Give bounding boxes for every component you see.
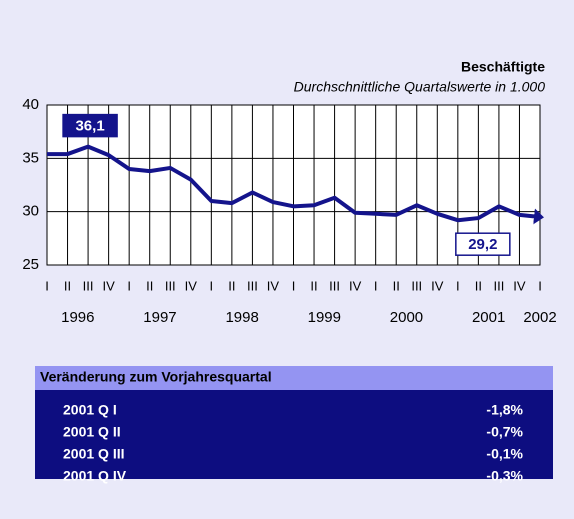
y-tick-label: 40 bbox=[22, 96, 39, 113]
year-label: 1999 bbox=[308, 309, 341, 326]
x-tick-label: I bbox=[456, 278, 460, 293]
x-tick-label: II bbox=[228, 278, 235, 293]
value-label: 36,1 bbox=[75, 118, 104, 135]
row-value: -0,3% bbox=[486, 468, 523, 484]
row-label: 2001 Q III bbox=[63, 446, 124, 462]
value-label-box bbox=[455, 232, 511, 256]
x-tick-label: I bbox=[538, 278, 542, 293]
row-label: 2001 Q II bbox=[63, 424, 121, 440]
line bbox=[47, 144, 544, 225]
table-body-bg bbox=[35, 390, 553, 479]
x-tick-label: II bbox=[475, 278, 482, 293]
value-label-box bbox=[62, 113, 118, 138]
year-label: 2001 bbox=[472, 309, 505, 326]
table-header: Veränderung zum Vorjahresquartal bbox=[40, 369, 272, 385]
x-tick-label: I bbox=[210, 278, 214, 293]
x-tick-label: I bbox=[292, 278, 296, 293]
chart-title: Beschäftigte bbox=[461, 59, 545, 75]
y-tick-label: 35 bbox=[22, 149, 39, 166]
x-tick-label: III bbox=[493, 278, 504, 293]
year-label: 2000 bbox=[390, 309, 423, 326]
row-label: 2001 Q IV bbox=[63, 468, 127, 484]
x-tick-label: II bbox=[310, 278, 317, 293]
x-tick-label: II bbox=[64, 278, 71, 293]
x-tick-label: IV bbox=[349, 278, 362, 293]
y-tick-label: 25 bbox=[22, 256, 39, 273]
x-tick-label: II bbox=[146, 278, 153, 293]
year-label: 1998 bbox=[225, 309, 258, 326]
row-value: -0,1% bbox=[486, 446, 523, 462]
y-tick-label: 30 bbox=[22, 203, 39, 220]
row-value: -1,8% bbox=[486, 402, 523, 418]
x-tick-label: IV bbox=[267, 278, 280, 293]
x-tick-label: I bbox=[127, 278, 131, 293]
x-tick-label: IV bbox=[431, 278, 444, 293]
row-label: 2001 Q I bbox=[63, 402, 117, 418]
x-tick-label: I bbox=[374, 278, 378, 293]
x-tick-label: IV bbox=[513, 278, 526, 293]
x-tick-label: III bbox=[165, 278, 176, 293]
x-tick-label: IV bbox=[102, 278, 115, 293]
x-tick-label: II bbox=[393, 278, 400, 293]
x-tick-label: III bbox=[247, 278, 258, 293]
x-tick-label: I bbox=[45, 278, 49, 293]
year-label: 1996 bbox=[61, 309, 94, 326]
x-tick-label: III bbox=[411, 278, 422, 293]
x-tick-label: IV bbox=[185, 278, 198, 293]
value-label: 29,2 bbox=[468, 236, 497, 253]
chart-subtitle: Durchschnittliche Quartalswerte in 1.000 bbox=[294, 79, 546, 95]
x-tick-label: III bbox=[83, 278, 94, 293]
table-header-bg bbox=[35, 366, 553, 390]
year-label: 1997 bbox=[143, 309, 176, 326]
year-label: 2002 bbox=[523, 309, 556, 326]
row-value: -0,7% bbox=[486, 424, 523, 440]
x-tick-label: III bbox=[329, 278, 340, 293]
